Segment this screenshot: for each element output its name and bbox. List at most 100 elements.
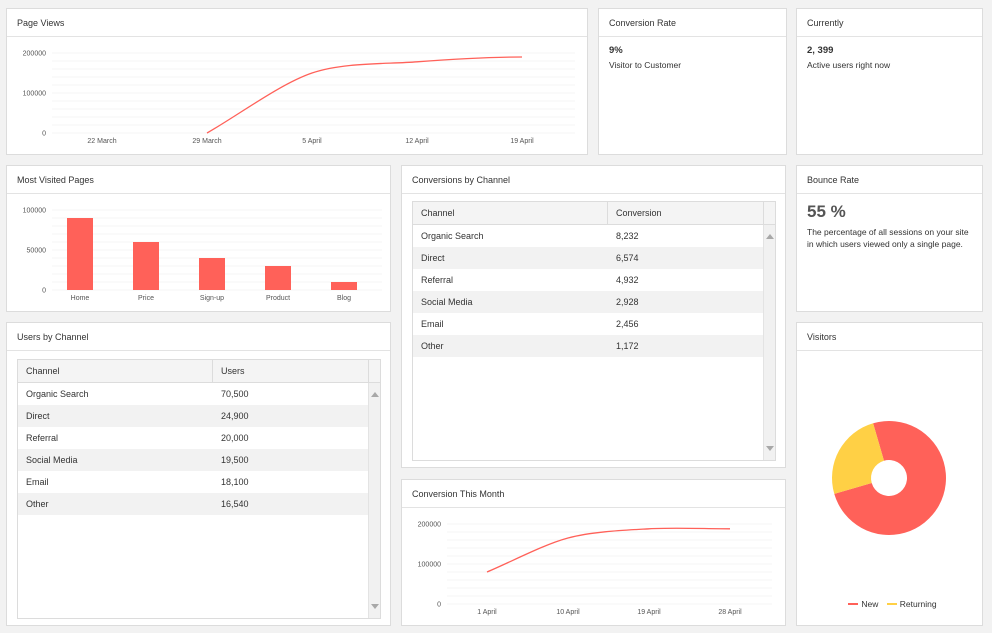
grid-header: Channel Users (18, 360, 380, 383)
most-visited-chart: 0 50000 100000 Home Price Sign-up Product Blog (23, 208, 382, 302)
users-grid: Channel Users Organic Search 70,500 Direct… (17, 359, 381, 619)
y-tick-label: 200000 (23, 51, 46, 58)
x-tick-label: 19 April (510, 138, 534, 145)
panel-title: Bounce Rate (797, 166, 982, 194)
bounce-rate-value: 55 % (807, 202, 846, 221)
y-tick-label: 0 (42, 131, 46, 138)
grid-header: Channel Conversion (413, 202, 775, 225)
table-row[interactable]: Other 1,172 (413, 335, 763, 357)
table-row[interactable]: Referral 4,932 (413, 269, 763, 291)
cell-value: 16,540 (221, 499, 249, 509)
table-row[interactable]: Social Media 19,500 (18, 449, 368, 471)
scroll-down-icon[interactable] (766, 446, 774, 451)
panel-title: Page Views (7, 9, 587, 37)
cell-value: 70,500 (221, 389, 249, 399)
x-tick-label: 1 April (477, 609, 497, 616)
scrollbar[interactable] (368, 383, 380, 618)
x-tick-label: 5 April (302, 138, 322, 145)
cell-channel: Organic Search (421, 231, 484, 241)
column-header-users[interactable]: Users (221, 366, 245, 376)
visitors-panel: Visitors New Returning (796, 322, 983, 626)
table-row[interactable]: Social Media 2,928 (413, 291, 763, 313)
table-row[interactable]: Direct 24,900 (18, 405, 368, 427)
x-tick-label: 29 March (192, 138, 221, 145)
cell-channel: Organic Search (26, 389, 89, 399)
cell-value: 8,232 (616, 231, 639, 241)
cell-channel: Other (26, 499, 49, 509)
cell-channel: Email (421, 319, 444, 329)
bar[interactable] (67, 218, 93, 290)
bar[interactable] (199, 258, 225, 290)
users-by-channel-panel: Users by Channel Channel Users Organic S… (6, 322, 391, 626)
scroll-down-icon[interactable] (371, 604, 379, 609)
y-tick-label: 100000 (23, 208, 46, 215)
bar[interactable] (265, 266, 291, 290)
table-row[interactable]: Organic Search 8,232 (413, 225, 763, 247)
y-tick-label: 100000 (23, 91, 46, 98)
column-header-conversion[interactable]: Conversion (616, 208, 662, 218)
column-header-channel[interactable]: Channel (413, 202, 608, 224)
x-tick-label: 19 April (637, 609, 661, 616)
grid-body: Organic Search 8,232 Direct 6,574 Referral 4,… (413, 225, 763, 460)
cell-value: 20,000 (221, 433, 249, 443)
table-row[interactable]: Email 18,100 (18, 471, 368, 493)
pie-slice-new[interactable] (834, 421, 946, 535)
page-views-panel: Page Views 0 100000 200000 22 March 29 March… (6, 8, 588, 155)
panel-title: Conversions by Channel (402, 166, 785, 194)
x-tick-label: Blog (337, 295, 351, 302)
conversion-rate-value: 9% (609, 45, 623, 56)
cell-value: 24,900 (221, 411, 249, 421)
y-tick-label: 100000 (418, 562, 441, 569)
panel-title: Conversion This Month (402, 480, 785, 508)
cell-value: 6,574 (616, 253, 639, 263)
bar[interactable] (133, 242, 159, 290)
x-tick-label: Price (138, 295, 154, 302)
x-tick-label: Product (266, 295, 290, 302)
y-tick-label: 200000 (418, 522, 441, 529)
x-tick-label: 22 March (87, 138, 116, 145)
cell-channel: Direct (421, 253, 445, 263)
bar[interactable] (331, 282, 357, 290)
bounce-rate-desc: The percentage of all sessions on your s… (807, 227, 969, 249)
cell-value: 1,172 (616, 341, 639, 351)
active-users-desc: Active users right now (807, 60, 891, 70)
scroll-up-icon[interactable] (766, 234, 774, 239)
table-row[interactable]: Organic Search 70,500 (18, 383, 368, 405)
panel-title: Visitors (797, 323, 982, 351)
table-row[interactable]: Direct 6,574 (413, 247, 763, 269)
x-tick-label: 28 April (718, 609, 742, 616)
series-line (486, 527, 731, 573)
legend-swatch-returning (886, 603, 897, 605)
conversions-by-channel-panel: Conversions by Channel Channel Conversio… (401, 165, 786, 468)
legend-label-new[interactable]: New (861, 599, 879, 609)
currently-panel: Currently 2, 399 Active users right now (796, 8, 983, 155)
panel-title: Currently (797, 9, 982, 37)
x-tick-label: 12 April (405, 138, 429, 145)
cell-value: 2,928 (616, 297, 639, 307)
table-row[interactable]: Referral 20,000 (18, 427, 368, 449)
cell-channel: Email (26, 477, 49, 487)
scrollbar[interactable] (763, 225, 775, 460)
table-row[interactable]: Other 16,540 (18, 493, 368, 515)
scroll-up-icon[interactable] (371, 392, 379, 397)
legend-swatch-new (848, 603, 859, 605)
table-row[interactable]: Email 2,456 (413, 313, 763, 335)
cell-value: 19,500 (221, 455, 249, 465)
legend-label-returning[interactable]: Returning (899, 599, 937, 609)
active-users-value: 2, 399 (807, 45, 834, 56)
conversions-grid: Channel Conversion Organic Search 8,232 Di… (412, 201, 776, 461)
cell-value: 18,100 (221, 477, 249, 487)
pie-slice-returning[interactable] (832, 423, 884, 494)
cell-channel: Referral (421, 275, 454, 285)
cell-value: 2,456 (616, 319, 639, 329)
panel-title: Users by Channel (7, 323, 390, 351)
x-tick-label: Sign-up (200, 295, 224, 302)
cell-value: 4,932 (616, 275, 639, 285)
x-tick-label: Home (71, 295, 90, 302)
y-tick-label: 50000 (27, 248, 47, 255)
series-line (206, 56, 523, 134)
conversion-rate-desc: Visitor to Customer (609, 60, 682, 70)
page-views-chart: 0 100000 200000 22 March 29 March 5 April 12 A… (23, 51, 575, 145)
column-header-channel[interactable]: Channel (18, 360, 213, 382)
y-tick-label: 0 (437, 602, 441, 609)
